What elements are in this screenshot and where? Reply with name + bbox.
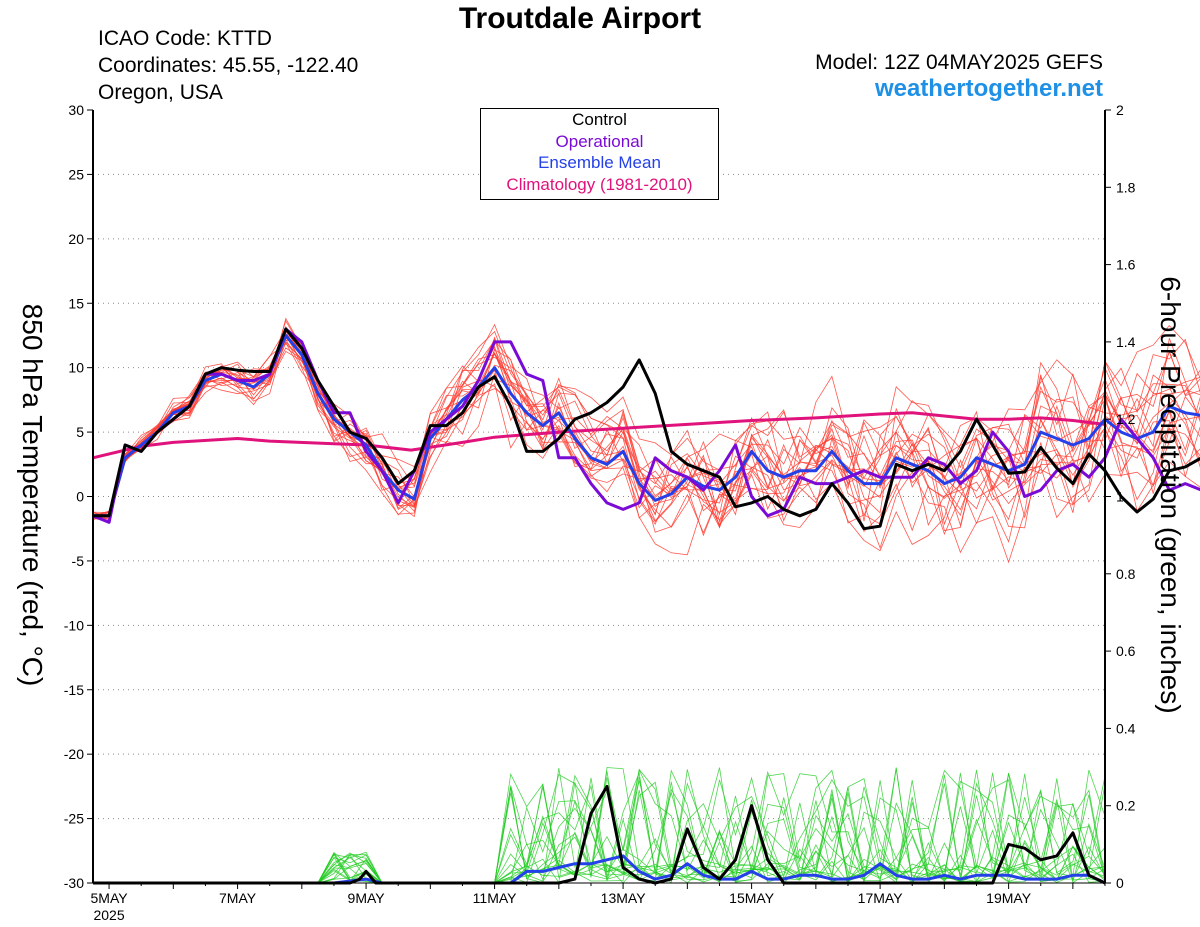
temp-member-line [92, 335, 1200, 526]
temp-member-line [92, 347, 1200, 522]
y-tick-label: 25 [68, 166, 84, 182]
y2-tick-label: 2 [1116, 102, 1124, 118]
legend-ensemble-mean: Ensemble Mean [538, 153, 661, 172]
y2-tick-label: 0.8 [1116, 566, 1136, 582]
y2-tick-label: 1.4 [1116, 334, 1136, 350]
site-name[interactable]: weathertogether.net [874, 75, 1103, 102]
x-tick-sublabel: 2025 [93, 907, 124, 923]
x-tick-label: 5MAY [91, 890, 129, 906]
y-tick-label: -10 [64, 617, 84, 633]
x-tick-label: 15MAY [729, 890, 775, 906]
legend: Control Operational Ensemble Mean Climat… [480, 108, 719, 200]
y-tick-label: 30 [68, 102, 84, 118]
y-tick-label: -30 [64, 875, 84, 891]
y2-tick-label: 1.8 [1116, 179, 1136, 195]
y2-tick-label: 0.4 [1116, 720, 1136, 736]
y-tick-label: 0 [76, 489, 84, 505]
x-tick-label: 11MAY [473, 890, 517, 906]
y-tick-label: -5 [72, 553, 85, 569]
legend-operational: Operational [555, 131, 644, 151]
x-tick-label: 19MAY [986, 890, 1032, 906]
x-tick-label: 9MAY [348, 890, 386, 906]
y2-tick-label: 1.2 [1116, 411, 1136, 427]
temp-member-line [92, 349, 1200, 518]
control-temp-line [93, 327, 1200, 531]
y-tick-label: -25 [64, 811, 84, 827]
temp-member-line [92, 338, 1200, 537]
region: Oregon, USA [98, 81, 223, 104]
ensemble-precip-line [93, 854, 1106, 885]
legend-climatology: Climatology (1981-2010) [506, 174, 693, 194]
x-tick-label: 13MAY [601, 890, 647, 906]
axes: -30-25-20-15-10-505101520253000.20.40.60… [64, 102, 1136, 923]
series-lines [92, 327, 1200, 885]
y2-tick-label: 1.6 [1116, 257, 1136, 273]
y-tick-label: -20 [64, 746, 84, 762]
ensemble-members [92, 317, 1200, 885]
x-tick-label: 7MAY [219, 890, 257, 906]
y2-tick-label: 1 [1116, 489, 1124, 505]
y-tick-label: 10 [68, 360, 84, 376]
chart-title: Troutdale Airport [458, 2, 702, 35]
coordinates: Coordinates: 45.55, -122.40 [98, 54, 359, 77]
y-tick-label: 15 [68, 295, 84, 311]
y-tick-label: 20 [68, 231, 84, 247]
y-axis-label-left: 850 hPa Temperature (red, °C) [17, 303, 48, 687]
y2-tick-label: 0.6 [1116, 643, 1136, 659]
y2-tick-label: 0 [1116, 875, 1124, 891]
grid-lines [93, 173, 1105, 820]
legend-control: Control [572, 110, 627, 129]
y-axis-label-right: 6-hour Precipitation (green, inches) [1155, 276, 1186, 714]
x-tick-label: 17MAY [858, 890, 904, 906]
model-run: Model: 12Z 04MAY2025 GEFS [815, 51, 1103, 74]
y-tick-label: -15 [64, 682, 84, 698]
y2-tick-label: 0.2 [1116, 798, 1136, 814]
y-tick-label: 5 [76, 424, 84, 440]
icao-code: ICAO Code: KTTD [98, 27, 272, 50]
climatology-temp-line [92, 411, 1106, 460]
